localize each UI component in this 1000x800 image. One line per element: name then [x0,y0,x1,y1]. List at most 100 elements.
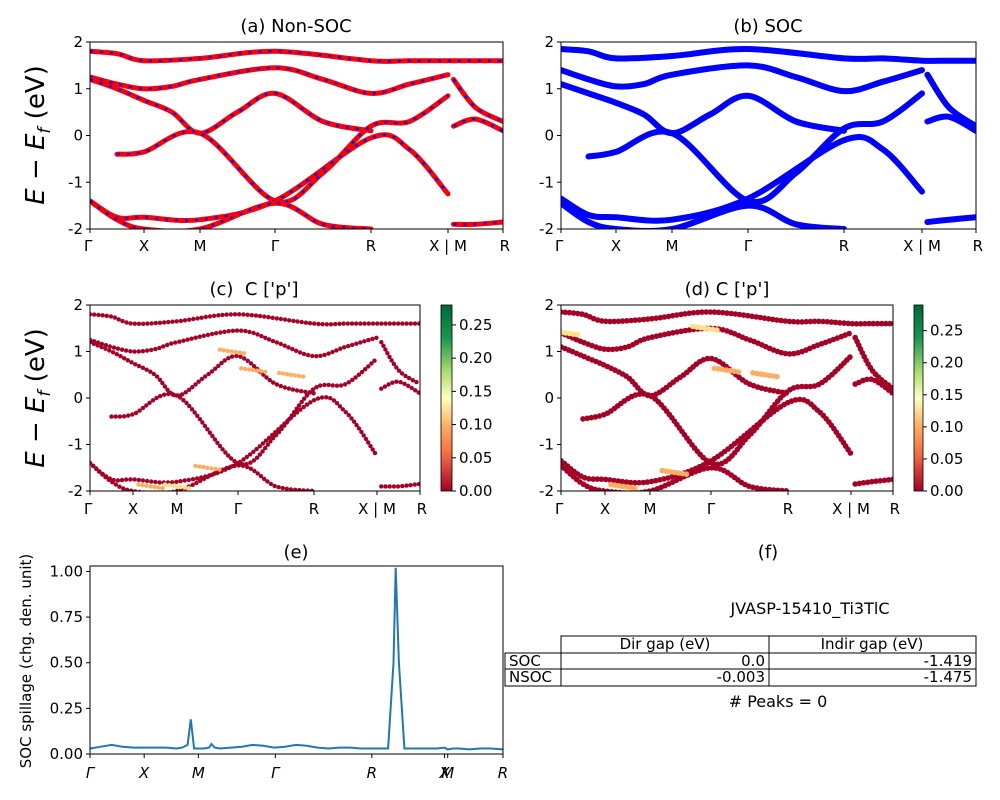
projection-dot-highlight [251,367,256,373]
projection-dot [258,474,264,479]
projection-dot [828,319,835,325]
projection-dot [106,477,112,482]
band-line-nsoc [90,132,451,224]
projection-dot [686,327,693,333]
projection-dot [160,380,165,386]
band-ylabel-row1-unit: (eV) [21,65,51,127]
projection-dot [345,321,350,326]
projection-dot [315,396,321,401]
projection-dot [187,403,192,409]
projection-dot [412,321,418,326]
projection-dot [294,348,299,353]
projection-dot [99,341,105,347]
projection-dot [732,311,739,317]
projection-dot [162,320,167,325]
projection-dot [199,376,205,382]
projection-dot-highlight [632,485,638,491]
projection-dot [297,350,303,355]
projection-dot [372,358,377,363]
projection-dot [305,352,311,358]
xtick-label: X [600,500,610,518]
projection-dot [234,353,239,359]
projection-dot-highlight [297,373,302,379]
projection-dot [193,382,198,387]
projection-dot [354,422,359,428]
panel-e-plot [89,567,504,751]
band-ylabel-row1-main: E − E [21,133,51,205]
projection-dot [310,387,316,392]
projection-dot [189,336,194,341]
projection-dot [383,321,388,326]
projection-dot [354,341,359,346]
projection-dot [262,314,267,319]
projection-dot [632,479,638,486]
projection-dot [383,484,388,489]
projection-dot [199,315,204,320]
projection-dot [381,343,386,348]
projection-dot-highlight [225,348,231,354]
projection-dot [286,345,291,350]
projection-dot [362,339,367,344]
projection-dot [207,314,213,319]
panel-f-title: (f) [758,542,778,563]
projection-dot [707,309,714,315]
projection-dot [263,335,268,340]
projection-dot [361,433,366,438]
projection-dot [133,410,139,416]
projection-dot [296,403,302,408]
ytick-label: -2 [539,482,554,500]
xtick-label: X [611,237,621,255]
ytick-label: 2 [73,33,83,51]
band-line-nsoc [451,116,503,134]
projection-dot-highlight [239,366,244,371]
projection-dot [278,341,283,347]
colorbar-tick-label: 0.15 [930,386,963,404]
projection-dot [178,318,184,324]
projection-dot [190,482,195,487]
projection-dot [862,320,868,327]
panel-f: (f) JVASP-15410_Ti3TlC Dir gap (eV) Indi… [504,542,977,711]
projection-dot [841,320,847,326]
panel-c-colorbar-ticks: 0.00 0.05 0.10 0.15 0.20 0.25 [452,316,492,500]
projection-dot [366,364,371,369]
projection-dot [161,344,166,349]
projection-dot [860,480,867,486]
band-ylabel-row2-unit: (eV) [21,328,51,390]
xtick-label: R [783,500,793,518]
projection-dot [326,351,331,356]
projection-dot [807,383,814,390]
xtick-label: Γ [707,500,716,518]
ytick-label: 0 [544,127,554,145]
projection-dot [149,347,154,353]
projection-dot [878,320,885,327]
projection-dot [116,317,121,322]
projection-dot [740,312,747,318]
ytick-label: 2 [544,296,554,314]
ytick-label: -1 [68,173,83,191]
projection-dot [324,322,329,327]
projection-dot [218,330,223,335]
projection-dot [604,488,611,491]
projection-dot [195,316,200,321]
projection-dot [387,354,392,360]
projection-dot [268,439,273,444]
xtick-label: X [128,500,138,518]
projection-dot [238,354,243,359]
projection-dot [799,383,805,390]
projection-dot [382,384,388,389]
projection-dot [690,310,697,316]
projection-dot [602,476,609,483]
projection-dot [375,321,380,326]
projection-dot [128,477,133,482]
projection-dot [342,382,348,387]
projection-dot [366,337,371,343]
projection-dot [295,319,300,324]
projection-dot [410,378,415,383]
xtick-label: M [171,500,184,518]
projection-dot [125,487,130,491]
projection-dot [170,392,175,397]
colorbar-tick-label: 0.05 [459,449,492,467]
projection-dot [158,393,163,399]
projection-dot [379,386,384,391]
projection-dot [223,450,228,455]
